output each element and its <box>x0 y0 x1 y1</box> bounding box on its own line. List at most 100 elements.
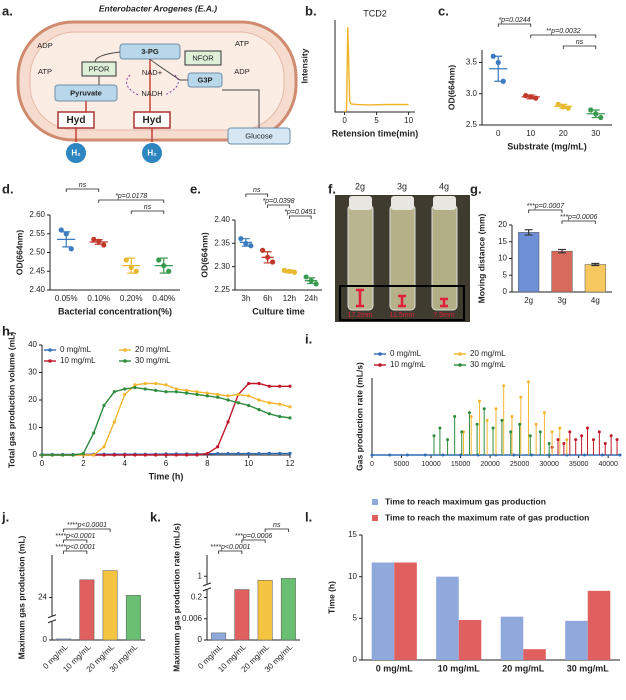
panel-label: f. <box>328 181 336 196</box>
bar <box>79 579 95 641</box>
y-tick-label: 2.55 <box>29 229 45 238</box>
x-tick-label: 12h <box>283 294 296 303</box>
bracket <box>63 539 88 543</box>
stem-marker <box>438 426 442 430</box>
y-tick-label: 0.006 <box>182 614 203 623</box>
legend-swatch <box>123 359 127 363</box>
y-tick-label: 10 <box>498 254 507 263</box>
bar <box>125 595 141 641</box>
diagram-label: Hyd <box>67 115 86 126</box>
y-tick-label: 0 <box>198 635 203 644</box>
data-point <box>216 392 220 397</box>
data-point <box>58 227 64 233</box>
x-tick-label: 0 <box>342 116 347 125</box>
stem-marker <box>538 430 542 434</box>
data-point <box>123 387 127 391</box>
data-point <box>495 59 501 66</box>
stem-marker <box>562 441 566 445</box>
data-point <box>133 268 139 274</box>
annotation: ***p=0.0007 <box>527 203 566 210</box>
data-point <box>278 384 282 388</box>
stem-marker <box>597 430 601 434</box>
bar <box>234 589 250 641</box>
x-axis-label: Retension time(min) <box>332 128 419 138</box>
axis-break <box>48 615 149 622</box>
data-point <box>226 452 230 456</box>
photo-label: 3g <box>397 181 407 191</box>
diagram-label: ATP <box>38 67 52 76</box>
x-tick-label: 0.40% <box>152 294 175 303</box>
x-tick-label: 6 <box>164 459 169 468</box>
data-point <box>267 384 271 388</box>
stem-marker <box>609 434 613 438</box>
bracket <box>497 23 532 27</box>
data-point <box>588 107 594 113</box>
data-point <box>164 390 168 394</box>
stem-marker <box>618 453 622 457</box>
data-point <box>278 414 282 419</box>
data-point <box>278 402 282 406</box>
box-nfor <box>184 50 222 66</box>
data-point <box>143 387 147 391</box>
y-tick-label: 15 <box>348 530 357 539</box>
x-tick-label: 0 mg/mL <box>376 663 414 673</box>
data-point <box>174 387 178 391</box>
x-tick-label: 2 <box>81 459 86 468</box>
y-tick-label: 2.35 <box>214 238 230 247</box>
data-point <box>528 94 534 100</box>
legend-label: 0 mg/mL <box>60 345 92 354</box>
y-axis-label: Time (h) <box>326 581 336 614</box>
legend-swatch <box>458 363 462 367</box>
x-tick-label: 4g <box>591 296 600 305</box>
data-point <box>288 384 292 388</box>
data-point <box>267 401 271 405</box>
legend-swatch <box>372 515 378 521</box>
legend-label: 10 mg/mL <box>390 360 426 369</box>
diagram-label: 3-PG <box>141 47 159 56</box>
bracket <box>130 210 165 214</box>
highlight-box <box>339 285 465 321</box>
y-tick-label: 2.30 <box>214 262 230 271</box>
diagram-label: PFOR <box>89 64 110 73</box>
bracket <box>65 188 100 192</box>
bracket <box>218 550 243 554</box>
y-tick-label: 2.45 <box>29 266 45 275</box>
y-tick-label: 2.5 <box>466 120 478 129</box>
data-point <box>164 383 168 387</box>
data-point <box>247 403 251 408</box>
bar <box>584 264 606 293</box>
stem-marker <box>467 411 471 415</box>
chart-title: TCD2 <box>363 8 387 18</box>
data-point <box>195 392 199 397</box>
data-point <box>236 401 240 405</box>
bracket <box>63 550 88 554</box>
bracket <box>288 215 312 219</box>
x-tick-label: 12 <box>286 459 295 468</box>
data-point <box>303 274 309 280</box>
data-point <box>247 452 251 456</box>
annotation: ****p<0.0001 <box>210 544 250 551</box>
bar <box>518 232 540 293</box>
y-tick-label: 20 <box>498 220 507 229</box>
data-point <box>523 93 529 99</box>
panel-label: i. <box>305 331 312 346</box>
diagram-label: NFOR <box>192 53 214 62</box>
diagram-label: Hyd <box>143 115 162 126</box>
x-tick-label: 5 <box>374 116 379 125</box>
panel-label: d. <box>2 181 14 196</box>
y-axis-label: Total gas production volume (mL) <box>6 332 16 468</box>
stem-marker <box>370 453 374 457</box>
data-point <box>92 431 96 435</box>
stem-marker <box>518 422 522 426</box>
data-point <box>313 281 319 287</box>
y-axis-label: Moving distance (mm) <box>476 213 486 303</box>
stem-marker <box>542 411 546 415</box>
x-axis-label: Substrate (mg/mL) <box>507 141 587 151</box>
data-point <box>156 257 162 263</box>
x-axis-label: Culture time <box>252 306 305 316</box>
x-tick-label: 4 <box>122 459 127 468</box>
data-point <box>154 453 158 457</box>
stem-marker <box>528 434 532 438</box>
stem-marker <box>502 384 506 388</box>
